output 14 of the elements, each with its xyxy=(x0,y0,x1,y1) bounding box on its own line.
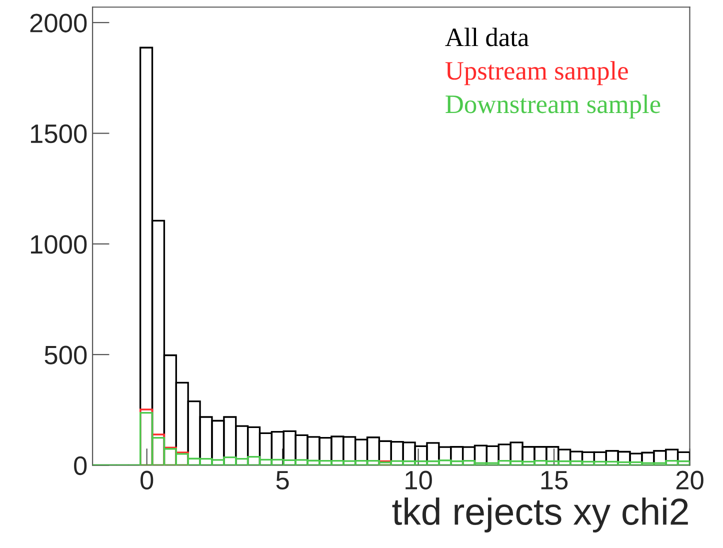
text: All data xyxy=(445,28,529,46)
y-tick-label: 1500 xyxy=(30,124,87,144)
y-tick-label: 0 xyxy=(74,456,87,476)
text: Upstream sample xyxy=(445,61,628,86)
x-tick-label: 0 xyxy=(140,470,154,490)
y-tick-label: 2000 xyxy=(30,14,87,32)
y-tick-label: 500 xyxy=(44,346,87,364)
x-tick-label: 20 xyxy=(676,470,704,490)
x-axis-title: tkd rejects xy chi2 xyxy=(392,497,688,532)
x-tick-label: 5 xyxy=(276,471,289,490)
x-tick-label: 10 xyxy=(406,470,432,490)
text: Downstream sample xyxy=(446,94,660,119)
x-tick-label: 15 xyxy=(541,471,568,490)
y-tick-label: 1000 xyxy=(30,235,87,254)
